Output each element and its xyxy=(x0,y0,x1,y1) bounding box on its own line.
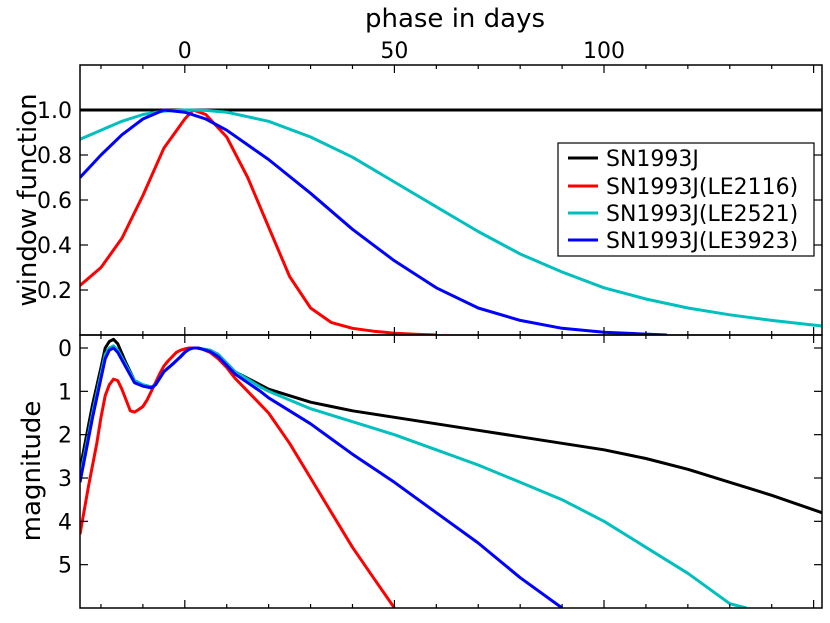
top-x-tick-label: 0 xyxy=(178,39,192,64)
window-function-y-axis-title: window function xyxy=(13,93,43,306)
legend: SN1993J SN1993J(LE2116) SN1993J(LE2521) … xyxy=(557,142,815,257)
magnitude-y-tick-label: 5 xyxy=(58,554,72,579)
magnitude-y-tick-label: 1 xyxy=(58,380,72,405)
magnitude-panel: 0 1 2 3 4 5 magnitude xyxy=(17,334,823,609)
legend-label-le2116: SN1993J(LE2116) xyxy=(606,175,798,200)
window-function-panel: 0.2 0.4 0.6 0.8 1.0 0 50 100 window function SN… xyxy=(13,39,823,336)
window-function-y-tick-label: 0.6 xyxy=(37,189,72,214)
top-x-axis-title: phase in days xyxy=(365,4,545,34)
window-function-series xyxy=(80,108,822,335)
window-function-line-sn1993j-le3923 xyxy=(80,108,667,335)
window-function-line-sn1993j-le2521 xyxy=(80,108,822,328)
window-function-y-tick-label: 0.4 xyxy=(37,234,72,259)
top-x-tick-label: 100 xyxy=(583,39,625,64)
magnitude-y-tick-label: 3 xyxy=(58,467,72,492)
legend-label-le2521: SN1993J(LE2521) xyxy=(606,202,798,227)
window-function-y-tick-label: 0.8 xyxy=(37,144,72,169)
magnitude-line-sn1993j-le2116 xyxy=(80,346,396,608)
magnitude-y-axis-title: magnitude xyxy=(17,401,47,542)
magnitude-y-tick-label: 0 xyxy=(58,337,72,362)
magnitude-line-sn1993j-le2521 xyxy=(80,344,747,608)
magnitude-y-tick-label: 4 xyxy=(58,510,72,535)
window-function-line-sn1993j-le2116 xyxy=(80,108,437,335)
legend-label-sn1993j: SN1993J xyxy=(606,147,699,172)
window-function-ticks: 0.2 0.4 0.6 0.8 1.0 0 50 100 xyxy=(37,39,822,335)
legend-label-le3923: SN1993J(LE3923) xyxy=(606,229,798,254)
window-function-y-tick-label: 1.0 xyxy=(37,99,72,124)
top-x-tick-label: 50 xyxy=(380,39,408,64)
magnitude-line-sn1993j xyxy=(80,337,822,515)
magnitude-frame xyxy=(79,334,823,609)
legend-box xyxy=(557,142,815,257)
magnitude-line-sn1993j-le3923 xyxy=(80,346,563,608)
magnitude-y-tick-label: 2 xyxy=(58,424,72,449)
magnitude-ticks: 0 1 2 3 4 5 xyxy=(58,335,822,608)
magnitude-series xyxy=(80,337,822,608)
window-function-y-tick-label: 0.2 xyxy=(37,279,72,304)
